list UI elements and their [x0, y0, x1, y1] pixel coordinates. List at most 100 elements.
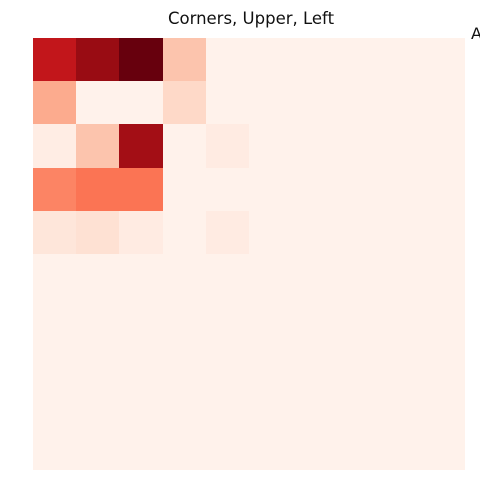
heatmap-cell-r3-c2 [119, 168, 163, 211]
heatmap-cell-r9-c9 [422, 427, 465, 470]
heatmap-cell-r0-c8 [379, 38, 422, 81]
heatmap-cell-r0-c7 [335, 38, 379, 81]
heatmap-cell-r4-c3 [163, 211, 206, 254]
heatmap-cell-r0-c5 [249, 38, 292, 81]
heatmap-cell-r8-c8 [379, 384, 422, 427]
heatmap-cell-r4-c9 [422, 211, 465, 254]
heatmap-cell-r6-c3 [163, 297, 206, 340]
heatmap-cell-r0-c3 [163, 38, 206, 81]
heatmap-cell-r3-c8 [379, 168, 422, 211]
heatmap-cell-r8-c3 [163, 384, 206, 427]
heatmap-cell-r5-c3 [163, 254, 206, 297]
heatmap-cell-r5-c7 [335, 254, 379, 297]
heatmap-cell-r2-c8 [379, 124, 422, 168]
heatmap-cell-r6-c9 [422, 297, 465, 340]
heatmap-cell-r2-c6 [292, 124, 335, 168]
heatmap-cell-r1-c2 [119, 81, 163, 124]
heatmap-cell-r2-c0 [33, 124, 76, 168]
heatmap-cell-r7-c0 [33, 340, 76, 384]
heatmap-cell-r7-c9 [422, 340, 465, 384]
heatmap-cell-r6-c5 [249, 297, 292, 340]
heatmap-cell-r1-c8 [379, 81, 422, 124]
heatmap-cell-r5-c0 [33, 254, 76, 297]
heatmap-cell-r5-c1 [76, 254, 119, 297]
heatmap-cell-r6-c2 [119, 297, 163, 340]
heatmap-cell-r7-c4 [206, 340, 249, 384]
heatmap-cell-r7-c5 [249, 340, 292, 384]
heatmap-cell-r4-c0 [33, 211, 76, 254]
heatmap-cell-r9-c5 [249, 427, 292, 470]
heatmap-cell-r1-c7 [335, 81, 379, 124]
heatmap-cell-r1-c0 [33, 81, 76, 124]
heatmap-cell-r5-c6 [292, 254, 335, 297]
heatmap-cell-r7-c1 [76, 340, 119, 384]
heatmap-cell-r3-c3 [163, 168, 206, 211]
heatmap-cell-r0-c2 [119, 38, 163, 81]
heatmap-cell-r1-c4 [206, 81, 249, 124]
heatmap-cell-r8-c9 [422, 384, 465, 427]
heatmap-cell-r3-c1 [76, 168, 119, 211]
heatmap-cell-r6-c0 [33, 297, 76, 340]
heatmap-cell-r9-c8 [379, 427, 422, 470]
heatmap-cell-r9-c7 [335, 427, 379, 470]
heatmap-cell-r8-c1 [76, 384, 119, 427]
heatmap-cell-r6-c1 [76, 297, 119, 340]
heatmap-cell-r9-c6 [292, 427, 335, 470]
heatmap-cell-r9-c4 [206, 427, 249, 470]
heatmap-cell-r7-c6 [292, 340, 335, 384]
heatmap-cell-r7-c3 [163, 340, 206, 384]
heatmap-cell-r8-c4 [206, 384, 249, 427]
heatmap-cell-r3-c9 [422, 168, 465, 211]
heatmap-cell-r3-c0 [33, 168, 76, 211]
heatmap-cell-r1-c9 [422, 81, 465, 124]
heatmap-cell-r6-c6 [292, 297, 335, 340]
heatmap-cell-r5-c4 [206, 254, 249, 297]
heatmap-cell-r1-c1 [76, 81, 119, 124]
heatmap-cell-r9-c1 [76, 427, 119, 470]
heatmap-cell-r6-c8 [379, 297, 422, 340]
heatmap-cell-r0-c6 [292, 38, 335, 81]
clipped-label-glyph: A [471, 24, 480, 43]
heatmap-cell-r5-c5 [249, 254, 292, 297]
heatmap-cell-r8-c0 [33, 384, 76, 427]
heatmap-cell-r2-c5 [249, 124, 292, 168]
heatmap-cell-r1-c5 [249, 81, 292, 124]
heatmap-cell-r4-c8 [379, 211, 422, 254]
heatmap-cell-r2-c2 [119, 124, 163, 168]
heatmap-cell-r0-c9 [422, 38, 465, 81]
heatmap-cell-r4-c1 [76, 211, 119, 254]
heatmap-cell-r7-c2 [119, 340, 163, 384]
heatmap-cell-r2-c9 [422, 124, 465, 168]
heatmap-cell-r3-c7 [335, 168, 379, 211]
heatmap-cell-r8-c6 [292, 384, 335, 427]
heatmap-cell-r2-c7 [335, 124, 379, 168]
heatmap-cell-r2-c3 [163, 124, 206, 168]
heatmap-cell-r5-c8 [379, 254, 422, 297]
heatmap-cell-r4-c4 [206, 211, 249, 254]
heatmap-cell-r9-c3 [163, 427, 206, 470]
heatmap-cell-r8-c2 [119, 384, 163, 427]
heatmap-cell-r8-c5 [249, 384, 292, 427]
heatmap-cell-r4-c6 [292, 211, 335, 254]
heatmap-cell-r4-c5 [249, 211, 292, 254]
heatmap-cell-r1-c3 [163, 81, 206, 124]
heatmap-cell-r3-c6 [292, 168, 335, 211]
heatmap-cell-r2-c1 [76, 124, 119, 168]
heatmap-cell-r9-c2 [119, 427, 163, 470]
heatmap-cell-r3-c4 [206, 168, 249, 211]
heatmap-cell-r3-c5 [249, 168, 292, 211]
heatmap-cell-r7-c7 [335, 340, 379, 384]
heatmap-cell-r0-c0 [33, 38, 76, 81]
heatmap-cell-r8-c7 [335, 384, 379, 427]
heatmap-cell-r5-c2 [119, 254, 163, 297]
heatmap-cell-r7-c8 [379, 340, 422, 384]
heatmap-cell-r5-c9 [422, 254, 465, 297]
heatmap-cell-r6-c7 [335, 297, 379, 340]
heatmap-cell-r2-c4 [206, 124, 249, 168]
chart-title: Corners, Upper, Left [167, 9, 335, 28]
heatmap-cell-r0-c1 [76, 38, 119, 81]
heatmap-cell-r4-c2 [119, 211, 163, 254]
heatmap-cell-r9-c0 [33, 427, 76, 470]
